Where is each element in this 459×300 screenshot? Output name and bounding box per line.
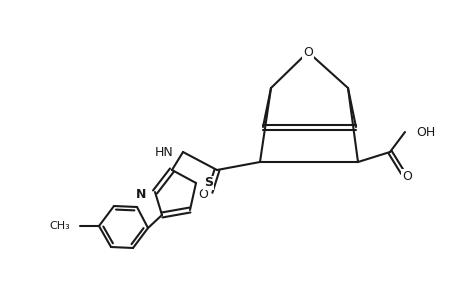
Text: CH₃: CH₃ (49, 221, 70, 231)
Text: O: O (302, 46, 312, 59)
Text: HN: HN (155, 146, 174, 158)
Text: O: O (198, 188, 207, 200)
Text: N: N (135, 188, 146, 200)
Text: O: O (401, 169, 411, 182)
Text: S: S (203, 176, 213, 190)
Text: OH: OH (415, 125, 434, 139)
